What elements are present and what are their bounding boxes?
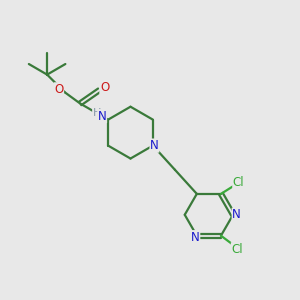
Text: N: N [232, 208, 241, 221]
Text: Cl: Cl [233, 176, 244, 189]
Text: H: H [93, 108, 101, 118]
Text: N: N [191, 231, 200, 244]
Text: O: O [100, 81, 109, 94]
Text: Cl: Cl [231, 243, 243, 256]
Text: N: N [98, 110, 106, 123]
Text: N: N [150, 139, 159, 152]
Text: O: O [54, 83, 64, 96]
